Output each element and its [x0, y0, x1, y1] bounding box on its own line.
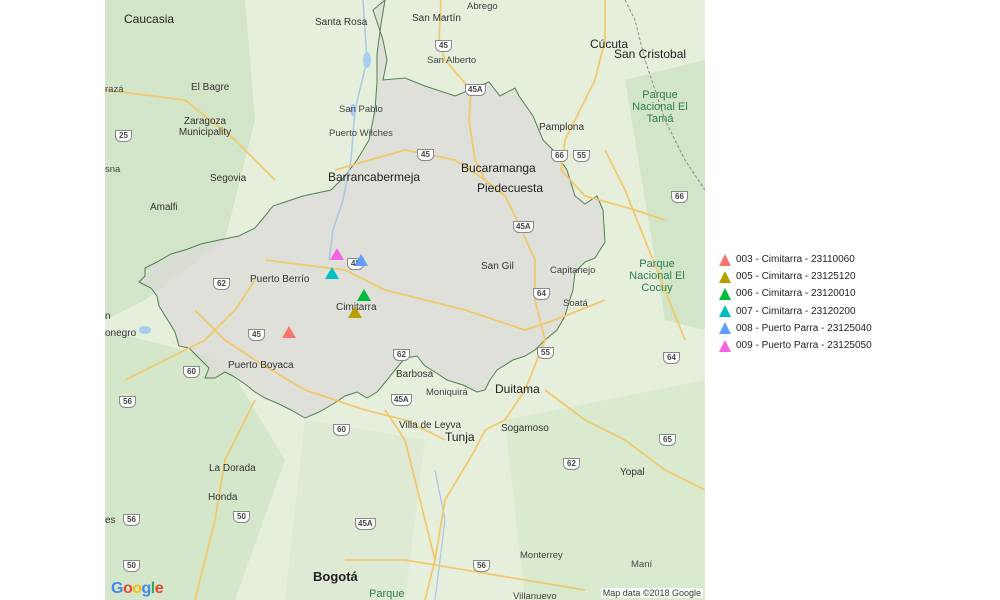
place-barbosa: Barbosa: [396, 369, 434, 380]
place-yopal: Yopal: [620, 467, 645, 478]
place-segovia: Segovia: [210, 173, 247, 184]
map-attribution[interactable]: Map data ©2018 Google: [600, 588, 703, 598]
place-sogamoso: Sogamoso: [501, 423, 549, 434]
place-san-cristobal: San Cristobal: [614, 47, 687, 61]
place-soata: Soatá: [563, 298, 588, 309]
route-shield: 56: [119, 396, 136, 408]
route-shield: 45A: [465, 84, 486, 96]
place-puerto-wilches: Puerto Wilches: [329, 128, 393, 139]
place-tunja: Tunja: [445, 430, 475, 444]
route-shield: 60: [333, 424, 350, 436]
place-la-dorada: La Dorada: [209, 463, 256, 474]
place-puerto-boyaca: Puerto Boyaca: [228, 360, 294, 371]
route-shield: 45: [248, 329, 265, 341]
map-panel[interactable]: Caucasia Santa Rosa San Martín Abrego Cú…: [105, 0, 705, 600]
triangle-icon: [719, 339, 731, 352]
route-shield: 50: [123, 560, 140, 572]
place-amalfi: Amalfi: [150, 202, 178, 213]
place-el-bagre: El Bagre: [191, 82, 230, 93]
place-cimitarra: Cimitarra: [336, 302, 377, 313]
route-shield: 64: [663, 352, 680, 364]
triangle-icon: [719, 322, 731, 335]
route-shield: 56: [123, 514, 140, 526]
place-piedecuesta: Piedecuesta: [477, 181, 544, 195]
triangle-icon: [719, 253, 731, 266]
place-caucasia: Caucasia: [124, 12, 175, 26]
place-san-pablo: San Pablo: [339, 104, 383, 115]
route-shield: 65: [659, 434, 676, 446]
place-cucuta: Cúcuta: [590, 37, 629, 51]
route-shield: 62: [213, 278, 230, 290]
place-san-martin: San Martín: [412, 13, 461, 24]
place-capitanejo: Capitanejo: [550, 265, 596, 276]
route-shield: 50: [233, 511, 250, 523]
place-sna: sna: [105, 164, 121, 175]
legend-label: 005 - Cimitarra - 23125120: [736, 271, 856, 283]
route-shield: 45: [435, 40, 452, 52]
legend-item-006: 006 - Cimitarra - 23120010: [718, 285, 872, 302]
route-shield: 45A: [391, 394, 412, 406]
place-abrego: Abrego: [467, 1, 498, 12]
legend-item-005: 005 - Cimitarra - 23125120: [718, 268, 872, 285]
legend-item-008: 008 - Puerto Parra - 23125040: [718, 320, 872, 337]
legend-item-007: 007 - Cimitarra - 23120200: [718, 303, 872, 320]
place-san-gil: San Gil: [481, 261, 514, 272]
place-parque-bottom: Parque: [369, 588, 405, 600]
legend-item-003: 003 - Cimitarra - 23110060: [718, 251, 872, 268]
place-pamplona: Pamplona: [539, 122, 585, 133]
route-shield: 45: [347, 258, 364, 270]
route-shield: 45A: [513, 221, 534, 233]
route-shield: 66: [551, 150, 568, 162]
route-shield: 64: [533, 288, 550, 300]
map-basemap: [105, 0, 705, 600]
place-raza: razá: [105, 84, 124, 95]
place-san-alberto: San Alberto: [427, 55, 477, 66]
route-shield: 25: [115, 130, 132, 142]
place-parque-tama: Parque Nacional El Tamá: [632, 89, 688, 125]
place-moniquira: Moniquirá: [426, 387, 468, 398]
google-logo: Google: [111, 580, 164, 597]
triangle-icon: [719, 287, 731, 300]
route-shield: 62: [563, 458, 580, 470]
route-shield: 55: [573, 150, 590, 162]
triangle-icon: [719, 270, 731, 283]
legend-label: 008 - Puerto Parra - 23125040: [736, 322, 872, 334]
legend-label: 006 - Cimitarra - 23120010: [736, 288, 856, 300]
route-shield: 62: [393, 349, 410, 361]
triangle-icon: [719, 305, 731, 318]
legend-label: 003 - Cimitarra - 23110060: [736, 254, 855, 266]
place-santa-rosa: Santa Rosa: [315, 17, 368, 28]
place-barrancabermeja: Barrancabermeja: [328, 170, 421, 184]
place-bogota: Bogotá: [313, 569, 358, 584]
route-shield: 45: [417, 149, 434, 161]
route-shield: 45A: [355, 518, 376, 530]
place-bucaramanga: Bucaramanga: [461, 161, 536, 175]
place-zaragoza: Zaragoza Municipality: [178, 116, 232, 138]
place-es-left: es: [105, 515, 116, 526]
legend: 003 - Cimitarra - 23110060 005 - Cimitar…: [718, 251, 872, 354]
legend-label: 007 - Cimitarra - 23120200: [736, 305, 856, 317]
legend-label: 009 - Puerto Parra - 23125050: [736, 340, 872, 352]
legend-item-009: 009 - Puerto Parra - 23125050: [718, 337, 872, 354]
place-monterrey: Monterrey: [520, 550, 563, 561]
place-rionegro: onegro: [105, 328, 137, 339]
place-mani: Maní: [631, 559, 653, 570]
route-shield: 66: [671, 191, 688, 203]
place-puerto-berrio: Puerto Berrío: [250, 274, 310, 285]
place-n-left: n: [105, 311, 111, 322]
place-villa-de-leyva: Villa de Leyva: [399, 420, 462, 431]
place-villanueva: Villanuevo: [513, 591, 557, 600]
route-shield: 60: [183, 366, 200, 378]
place-parque-cocuy: Parque Nacional El Cocuy: [629, 258, 685, 294]
place-honda: Honda: [208, 492, 238, 503]
place-duitama: Duitama: [495, 382, 540, 396]
route-shield: 55: [537, 347, 554, 359]
route-shield: 56: [473, 560, 490, 572]
